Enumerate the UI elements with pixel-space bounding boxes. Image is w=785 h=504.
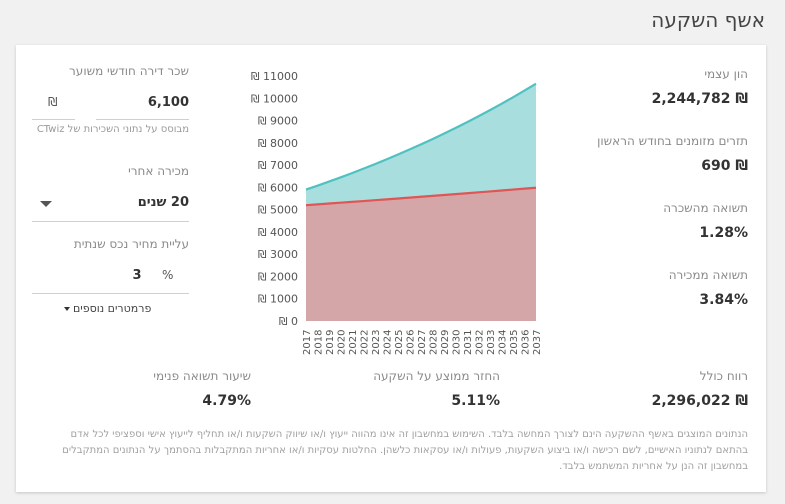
y-tick-label: ₪ 0 [279,315,298,328]
x-tick-label: 2022 [360,330,371,355]
y-tick-label: ₪ 8000 [258,137,298,150]
y-tick-label: ₪ 3000 [258,248,298,261]
x-tick-label: 2021 [348,330,359,355]
total-profit-value: ₪ 2,296,022 [651,393,748,409]
irr-value: 4.79% [202,393,251,409]
investment-wizard-card: הון עצמי ₪ 2,244,782 תזרים מזומנים בחודש… [16,45,766,492]
chevron-down-icon[interactable] [40,201,52,207]
x-tick-label: 2030 [452,330,463,355]
sell-after-select[interactable]: 20 שנים [137,195,189,210]
x-tick-label: 2029 [440,330,451,355]
x-tick-label: 2035 [509,330,520,355]
x-tick-label: 2025 [394,330,405,355]
y-tick-label: ₪ 4000 [258,226,298,239]
y-tick-label: ₪ 7000 [258,159,298,172]
irr-label: שיעור תשואה פנימי [153,369,251,383]
x-tick-label: 2026 [406,330,417,355]
x-tick-label: 2017 [302,330,313,355]
x-tick-label: 2023 [371,330,382,355]
sale-yield-label: תשואה ממכירה [668,268,748,282]
rent-unit-underline [32,119,75,120]
avg-return-label: החזר ממוצע על השקעה [373,369,500,383]
y-tick-label: ₪ 5000 [258,204,298,217]
equity-value: ₪ 2,244,782 [651,91,748,107]
x-tick-label: 2036 [521,330,532,355]
appreciation-underline [32,293,189,294]
rent-note: מבוסס על נתוני השכירות של CTwiz [36,124,189,135]
rent-yield-value: 1.28% [699,225,748,241]
investment-chart: ₪ 0 ₪ 1000 ₪ 2000 ₪ 3000 ₪ 4000 ₪ 5000 ₪ 6000 ₪… [251,70,543,355]
appreciation-input[interactable]: 3 [132,268,142,283]
rent-label: שכר דירה חודשי משוער [69,64,189,78]
cashflow-value: ₪ 690 [701,158,748,174]
rent-yield-label: תשואה מהשכרה [663,201,748,215]
x-tick-label: 2027 [417,330,428,355]
more-params-label: פרמטרים נוספים [73,302,152,315]
x-tick-label: 2024 [383,330,394,355]
x-tick-label: 2034 [498,330,509,355]
page-title: אשף השקעה [651,8,765,32]
x-tick-label: 2020 [337,330,348,355]
series-line-0 [305,82,537,191]
x-tick-label: 2037 [532,330,543,355]
y-tick-label: ₪ 9000 [258,115,298,128]
rent-input[interactable]: 6,100 [147,95,189,110]
total-profit-label: רווח כולל [699,369,748,383]
avg-return-value: 5.11% [451,393,500,409]
y-tick-label: ₪ 6000 [258,181,298,194]
sale-yield-value: 3.84% [699,292,748,308]
y-tick-label: ₪ 10000 [251,92,298,105]
x-tick-label: 2018 [314,330,325,355]
cashflow-label: תזרים מזומנים בחודש הראשון [597,134,748,148]
x-tick-label: 2033 [486,330,497,355]
rent-input-underline [96,119,189,120]
y-tick-label: ₪ 2000 [258,270,298,283]
equity-label: הון עצמי [704,67,748,81]
x-tick-label: 2032 [475,330,486,355]
y-tick-label: ₪ 11000 [251,70,298,83]
x-tick-label: 2028 [429,330,440,355]
sell-after-underline [32,221,189,222]
series-line-1 [305,186,537,207]
appreciation-label: עליית מחיר נכס שנתית [73,237,189,251]
series-area-1 [306,187,536,321]
y-tick-label: ₪ 1000 [258,293,298,306]
rent-unit: ₪ [48,95,58,109]
sell-after-label: מכירה אחרי [128,164,189,178]
disclaimer-text: הנתונים המוצגים באשף ההשקעה הינם לצורך ה… [62,429,748,472]
x-tick-label: 2019 [325,330,336,355]
caret-down-icon [64,307,70,311]
appreciation-unit: % [162,268,174,282]
more-params-toggle[interactable]: פרמטרים נוספים [64,302,151,315]
x-tick-label: 2031 [463,330,474,355]
